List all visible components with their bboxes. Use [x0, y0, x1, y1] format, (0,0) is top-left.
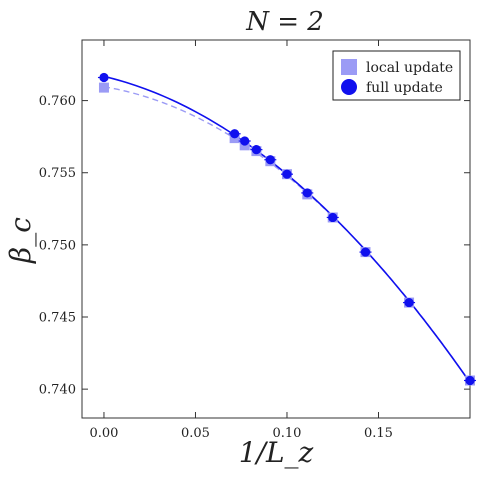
- y-tick-label: 0.760: [39, 94, 76, 109]
- plot-frame: [81, 39, 471, 419]
- plot-area: [81, 39, 471, 419]
- x-axis-label: 1/L_z: [239, 436, 314, 469]
- legend-label-full-update: full update: [366, 80, 443, 96]
- fit-curves: [103, 75, 471, 383]
- data-point-full-update: [251, 145, 262, 155]
- y-tick-label: 0.755: [39, 166, 76, 181]
- y-tick-label: 0.740: [39, 383, 76, 398]
- fit-curve-full-update: [103, 75, 471, 383]
- data-markers: [97, 72, 476, 386]
- x-tick-label: 0.10: [273, 426, 302, 441]
- y-tick-label: 0.745: [39, 311, 76, 326]
- x-tick-label: 0.00: [89, 426, 118, 441]
- legend-marker-full-update: [341, 79, 357, 95]
- data-point-full-update: [360, 247, 371, 257]
- y-tick-label: 0.750: [39, 238, 76, 253]
- data-point-full-update: [404, 297, 414, 308]
- data-point-full-update: [302, 188, 312, 198]
- chart-title: N = 2: [245, 7, 324, 37]
- data-point-full-update: [265, 155, 275, 165]
- axis-ticks: 0.00 0.05 0.10 0.15 0.740 0.745 0.750 0.755 0.76…: [39, 40, 470, 441]
- data-point-full-update: [240, 136, 250, 146]
- data-point-local-update: [98, 82, 109, 93]
- y-axis-label: β_c: [4, 217, 37, 264]
- data-point-full-update: [99, 72, 109, 83]
- x-tick-label: 0.15: [364, 426, 393, 441]
- legend-label-local-update: local update: [366, 60, 453, 76]
- legend: local update full update: [332, 50, 461, 101]
- legend-marker-local-update: [341, 59, 357, 75]
- data-point-full-update: [328, 212, 338, 223]
- data-point-full-update: [230, 129, 240, 139]
- x-tick-label: 0.05: [181, 426, 210, 441]
- fit-curve-local-update: [103, 86, 471, 383]
- data-point-full-update: [465, 375, 475, 386]
- data-point-full-update: [282, 169, 292, 179]
